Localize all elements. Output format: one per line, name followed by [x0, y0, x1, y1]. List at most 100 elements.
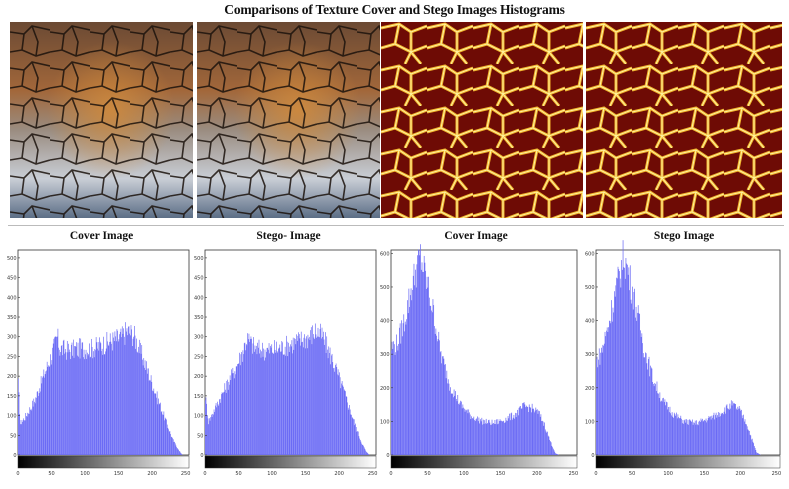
histogram-bar [129, 333, 130, 455]
histogram-bar [733, 403, 734, 455]
histogram-bar [120, 328, 122, 455]
histogram-bar [330, 364, 332, 455]
histogram-bar [599, 364, 601, 455]
histogram-bar [127, 335, 128, 455]
histogram-bar [503, 420, 505, 455]
histogram-bar [533, 408, 534, 455]
histogram-bar [474, 421, 476, 455]
histogram-bar [442, 356, 444, 455]
histogram-bar [724, 407, 726, 455]
histogram-bar [439, 352, 441, 455]
histogram-bar [403, 314, 405, 455]
histogram-bar [694, 422, 695, 455]
histogram-panel-4: 0 100 200 300 400 500 600 0 50 100 150 200 250 [585, 240, 784, 480]
histogram-bar [538, 410, 540, 455]
histogram-bar [466, 410, 467, 455]
histogram-bar [662, 398, 664, 455]
histogram-bar [241, 352, 242, 455]
histogram-bar [653, 386, 655, 455]
histogram-bar [145, 370, 147, 455]
histogram-bar [754, 447, 756, 455]
histogram-bar [72, 355, 73, 455]
histogram-bar [78, 356, 80, 455]
histogram-bar [682, 419, 684, 455]
histogram-bar [243, 343, 245, 455]
histogram-bar [621, 269, 623, 455]
histogram-bar [393, 341, 394, 455]
histogram-bar [213, 414, 214, 455]
histogram-bar [398, 343, 400, 455]
histogram-bar [180, 453, 182, 455]
histogram-bar [735, 403, 736, 455]
histogram-bar [280, 351, 282, 455]
histogram-bar [434, 326, 435, 455]
histogram-bar [241, 361, 243, 455]
histogram-bar [44, 374, 46, 455]
histogram-bar [27, 412, 29, 455]
histogram-bar [544, 429, 546, 455]
histogram-bar [497, 419, 499, 455]
histogram-bar [611, 300, 612, 455]
histogram-bar [334, 371, 336, 455]
histogram-bar [99, 337, 100, 455]
histogram-bar [156, 391, 158, 455]
histogram-bar [405, 324, 407, 455]
histogram-bar [453, 389, 455, 455]
histogram-bar [228, 381, 230, 455]
histogram-bar [138, 346, 139, 455]
histogram-bar [711, 415, 713, 455]
histogram-bar [411, 300, 413, 455]
histogram-bar [231, 369, 232, 455]
histogram-bar [669, 406, 671, 455]
histogram-bar [604, 331, 606, 455]
histogram-bar [431, 312, 433, 455]
histogram-bar [601, 347, 602, 455]
histogram-bar [615, 285, 617, 455]
y-tick-label: 150 [194, 394, 204, 400]
stego-texture-image-bark [197, 22, 380, 218]
histogram-bar [270, 347, 272, 455]
histogram-bar [519, 406, 521, 455]
histogram-bar [113, 341, 115, 455]
histogram-bar [123, 336, 125, 455]
histogram-bar [304, 334, 305, 455]
histogram-bar [717, 415, 718, 455]
histogram-bar [50, 354, 51, 455]
histogram-bar [230, 380, 232, 455]
histogram-bar [506, 420, 508, 455]
histogram-bar [555, 453, 557, 455]
x-tick-label: 0 [389, 471, 392, 477]
histogram-bar [414, 285, 416, 455]
histogram-bar [509, 420, 511, 455]
histogram-bar [658, 393, 659, 455]
histogram-bar [735, 408, 737, 455]
histogram-bar [114, 331, 116, 455]
histogram-bar [108, 345, 110, 455]
histogram-bar [363, 446, 364, 455]
histogram-bar [355, 427, 357, 455]
histogram-bar [401, 336, 403, 455]
y-tick-label: 200 [380, 386, 390, 392]
histogram-bar [160, 412, 162, 455]
histogram-bar [256, 354, 258, 455]
histogram-bar [493, 423, 494, 455]
histogram-bar [512, 419, 513, 455]
histogram-bar [696, 420, 698, 455]
histogram-bar [321, 338, 322, 455]
histogram-bar [148, 380, 150, 455]
histogram-bar [141, 345, 143, 455]
separator-line [8, 225, 784, 226]
histogram-bar [117, 330, 118, 455]
histogram-bar [460, 400, 462, 455]
histogram-bar [552, 448, 554, 455]
histogram-bar [61, 345, 63, 455]
histogram-bar [477, 421, 479, 455]
histogram-bar [487, 422, 489, 455]
histogram-bar [31, 410, 33, 455]
histogram-bar [239, 365, 241, 455]
histogram-bar [677, 414, 679, 455]
histogram-bar [672, 416, 674, 455]
histogram-bar [331, 355, 332, 455]
histogram-bar [443, 358, 445, 455]
histogram-bar [755, 450, 757, 455]
